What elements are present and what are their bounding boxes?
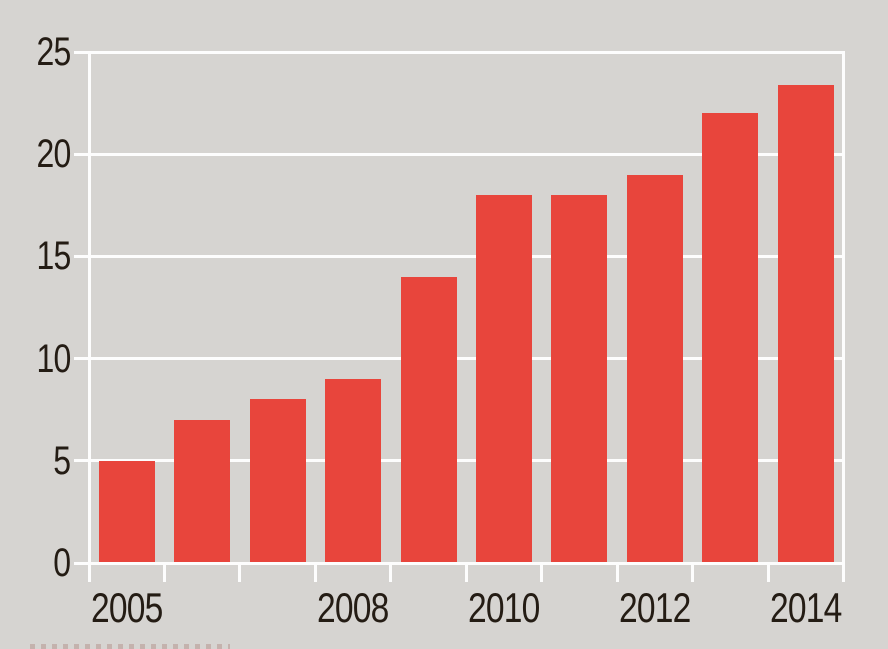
gridline-20	[74, 152, 845, 156]
y-axis-tick-label: 10	[0, 336, 71, 382]
y-axis-tick-text: 10	[36, 336, 71, 381]
x-axis-tick-text: 2012	[619, 584, 691, 631]
y-axis-tick-label: 25	[0, 29, 71, 75]
cropped-caption-remnant	[30, 644, 230, 649]
y-axis-tick-label: 5	[0, 438, 71, 484]
y-axis-tick-text: 15	[36, 234, 71, 279]
x-axis-tick-text: 2005	[90, 584, 163, 631]
x-axis-tick-text: 2014	[769, 584, 842, 631]
bar-2014	[777, 84, 834, 563]
x-axis-tick-label: 2012	[580, 584, 730, 632]
bar-2011	[551, 195, 608, 563]
x-axis-tick-text: 2008	[317, 584, 389, 631]
x-axis-tick-label: 2010	[429, 584, 579, 632]
x-axis-tick	[615, 563, 619, 582]
x-axis-tick	[238, 563, 242, 582]
gridline-0	[74, 561, 845, 565]
x-axis-tick-text: 2010	[468, 584, 540, 631]
bar-2012	[626, 174, 683, 563]
y-axis-tick-text: 5	[53, 438, 71, 483]
bar-2010	[475, 195, 532, 563]
gridline-15	[74, 254, 845, 258]
x-axis-tick	[540, 563, 544, 582]
y-axis-tick-text: 25	[36, 30, 71, 74]
y-axis-tick-label: 15	[0, 233, 71, 279]
x-axis-tick-label: 2014	[731, 584, 881, 632]
plot-right-border	[842, 50, 845, 582]
bar-2006	[174, 419, 231, 563]
plot-left-border	[87, 50, 91, 582]
bar-2005	[98, 460, 155, 563]
x-axis-tick	[313, 563, 317, 582]
bar-2009	[400, 276, 457, 563]
x-axis-tick-label: 2005	[52, 584, 202, 632]
x-axis-tick-label: 2008	[278, 584, 428, 632]
y-axis-tick-label: 20	[0, 131, 71, 177]
x-axis-tick	[691, 563, 695, 582]
x-axis-tick	[464, 563, 468, 582]
gridline-5	[74, 459, 845, 463]
bar-2008	[325, 379, 382, 563]
bar-2007	[249, 399, 306, 563]
x-axis-tick	[766, 563, 770, 582]
y-axis-tick-label: 0	[0, 540, 71, 586]
x-axis-tick	[389, 563, 393, 582]
gridline-25	[74, 50, 845, 54]
x-axis-tick	[162, 563, 166, 582]
bar-2013	[702, 113, 759, 563]
y-axis-tick-text: 0	[53, 541, 71, 585]
gridline-10	[74, 357, 845, 361]
y-axis-tick-text: 20	[36, 132, 71, 177]
